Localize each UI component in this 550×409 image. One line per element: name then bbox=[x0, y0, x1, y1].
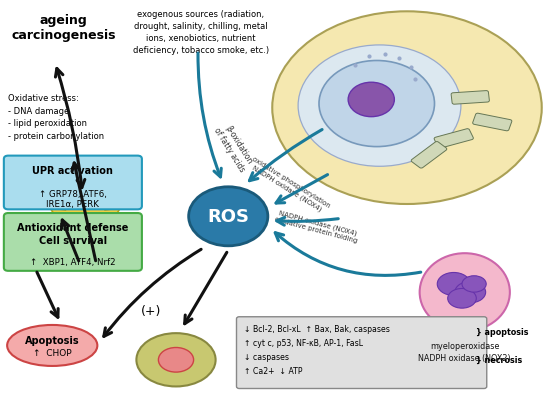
FancyBboxPatch shape bbox=[4, 213, 142, 271]
Ellipse shape bbox=[319, 61, 435, 147]
Text: ↑ GRP78, ATF6,
IRE1α, PERK: ↑ GRP78, ATF6, IRE1α, PERK bbox=[39, 189, 107, 209]
Text: ER stress: ER stress bbox=[54, 222, 116, 236]
Text: β-oxidation
of fatty acids: β-oxidation of fatty acids bbox=[212, 121, 255, 174]
Ellipse shape bbox=[420, 254, 510, 331]
Text: (+): (+) bbox=[141, 304, 162, 317]
FancyBboxPatch shape bbox=[451, 91, 490, 105]
Ellipse shape bbox=[158, 348, 194, 372]
Text: Antioxidant defense
Cell survival: Antioxidant defense Cell survival bbox=[17, 223, 129, 245]
Ellipse shape bbox=[272, 12, 542, 204]
FancyBboxPatch shape bbox=[434, 129, 474, 149]
Ellipse shape bbox=[348, 83, 394, 117]
Text: ↑ cyt c, p53, NF-κB, AP-1, FasL: ↑ cyt c, p53, NF-κB, AP-1, FasL bbox=[244, 339, 362, 348]
Ellipse shape bbox=[455, 282, 486, 303]
Ellipse shape bbox=[298, 46, 461, 167]
Text: ageing
carcinogenesis: ageing carcinogenesis bbox=[11, 14, 116, 42]
Ellipse shape bbox=[7, 325, 97, 366]
Text: myeloperoxidase
NADPH oxidase (NOX2): myeloperoxidase NADPH oxidase (NOX2) bbox=[419, 342, 511, 362]
Ellipse shape bbox=[462, 276, 486, 292]
Text: Apoptosis: Apoptosis bbox=[25, 335, 80, 345]
Text: NADPH oxidase (NOX4)
oxidative protein folding: NADPH oxidase (NOX4) oxidative protein f… bbox=[274, 208, 360, 243]
Text: UPR activation: UPR activation bbox=[32, 166, 113, 175]
Text: ↑  CHOP: ↑ CHOP bbox=[33, 348, 72, 357]
Text: oxidative phosphorylation
NADPH oxidase (NOX4): oxidative phosphorylation NADPH oxidase … bbox=[247, 155, 331, 215]
Text: ↑  XBP1, ATF4, Nrf2: ↑ XBP1, ATF4, Nrf2 bbox=[30, 258, 116, 267]
Polygon shape bbox=[41, 196, 129, 263]
Circle shape bbox=[189, 187, 268, 246]
Text: } necrosis: } necrosis bbox=[476, 355, 522, 364]
FancyBboxPatch shape bbox=[411, 142, 447, 169]
Ellipse shape bbox=[448, 289, 476, 308]
FancyBboxPatch shape bbox=[236, 317, 487, 389]
Text: Oxidative stress:
- DNA damage
- lipid peroxidation
- protein carbonylation: Oxidative stress: - DNA damage - lipid p… bbox=[8, 94, 104, 140]
Text: ↓ caspases: ↓ caspases bbox=[244, 353, 289, 362]
Text: ROS: ROS bbox=[207, 208, 249, 226]
Text: } apoptosis: } apoptosis bbox=[476, 327, 528, 336]
Text: exogenous sources (radiation,
drought, salinity, chilling, metal
ions, xenobioti: exogenous sources (radiation, drought, s… bbox=[133, 10, 269, 54]
Text: ↓ Bcl-2, Bcl-xL  ↑ Bax, Bak, caspases: ↓ Bcl-2, Bcl-xL ↑ Bax, Bak, caspases bbox=[244, 324, 389, 333]
Text: ↑ Ca2+  ↓ ATP: ↑ Ca2+ ↓ ATP bbox=[244, 366, 302, 375]
Ellipse shape bbox=[437, 273, 470, 296]
FancyBboxPatch shape bbox=[472, 114, 512, 132]
Ellipse shape bbox=[136, 333, 216, 387]
FancyBboxPatch shape bbox=[4, 156, 142, 210]
